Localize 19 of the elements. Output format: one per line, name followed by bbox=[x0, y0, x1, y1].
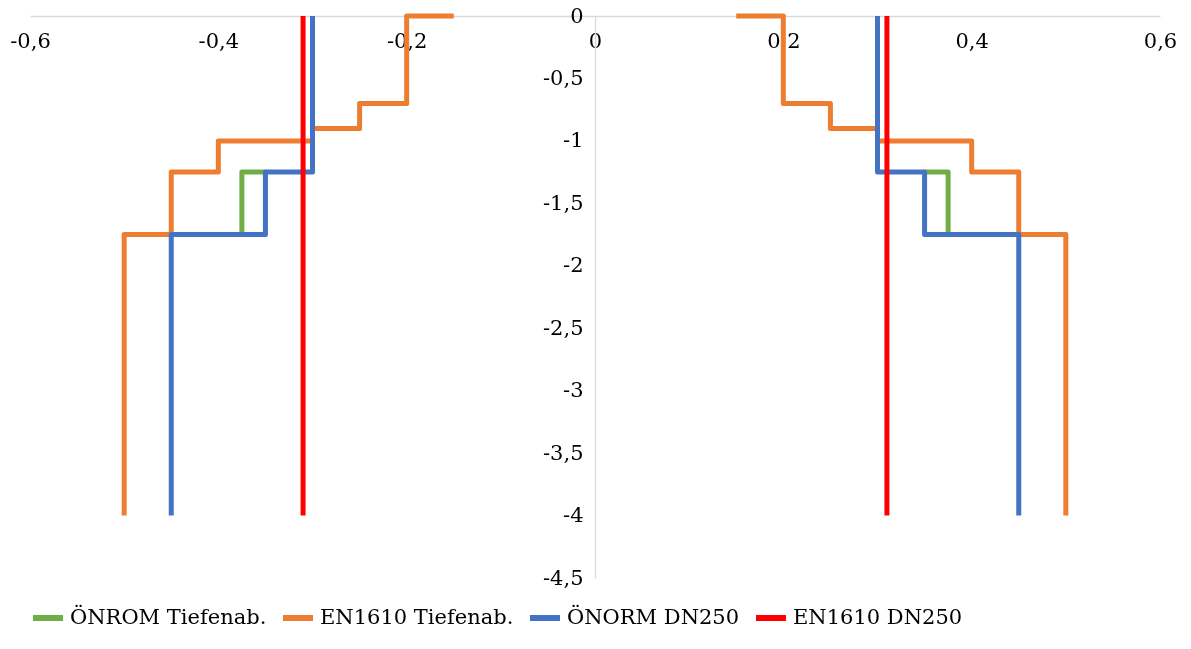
y-tick-label: -2,5 bbox=[543, 315, 584, 340]
x-tick-label: 0 bbox=[588, 28, 603, 53]
legend-label: ÖNROM Tiefenab. bbox=[70, 604, 267, 629]
legend-label: EN1610 Tiefenab. bbox=[320, 605, 514, 629]
x-tick-label: 0,6 bbox=[1143, 28, 1178, 53]
x-tick-label: -0,6 bbox=[10, 28, 51, 53]
y-tick-label: -3 bbox=[563, 378, 584, 403]
y-tick-label: 0 bbox=[570, 3, 584, 28]
x-tick-label: 0,4 bbox=[955, 28, 989, 53]
y-tick-label: -2 bbox=[563, 253, 584, 278]
y-tick-label: -0,5 bbox=[543, 65, 584, 90]
y-tick-label: -1 bbox=[563, 128, 584, 153]
x-tick-label: -0,4 bbox=[198, 28, 240, 53]
y-tick-label: -4 bbox=[563, 503, 584, 528]
legend-label: EN1610 DN250 bbox=[793, 605, 963, 629]
legend-label: ÖNORM DN250 bbox=[567, 604, 740, 629]
y-tick-label: -1,5 bbox=[543, 190, 584, 215]
y-tick-label: -4,5 bbox=[543, 565, 584, 590]
y-tick-label: -3,5 bbox=[543, 440, 584, 465]
